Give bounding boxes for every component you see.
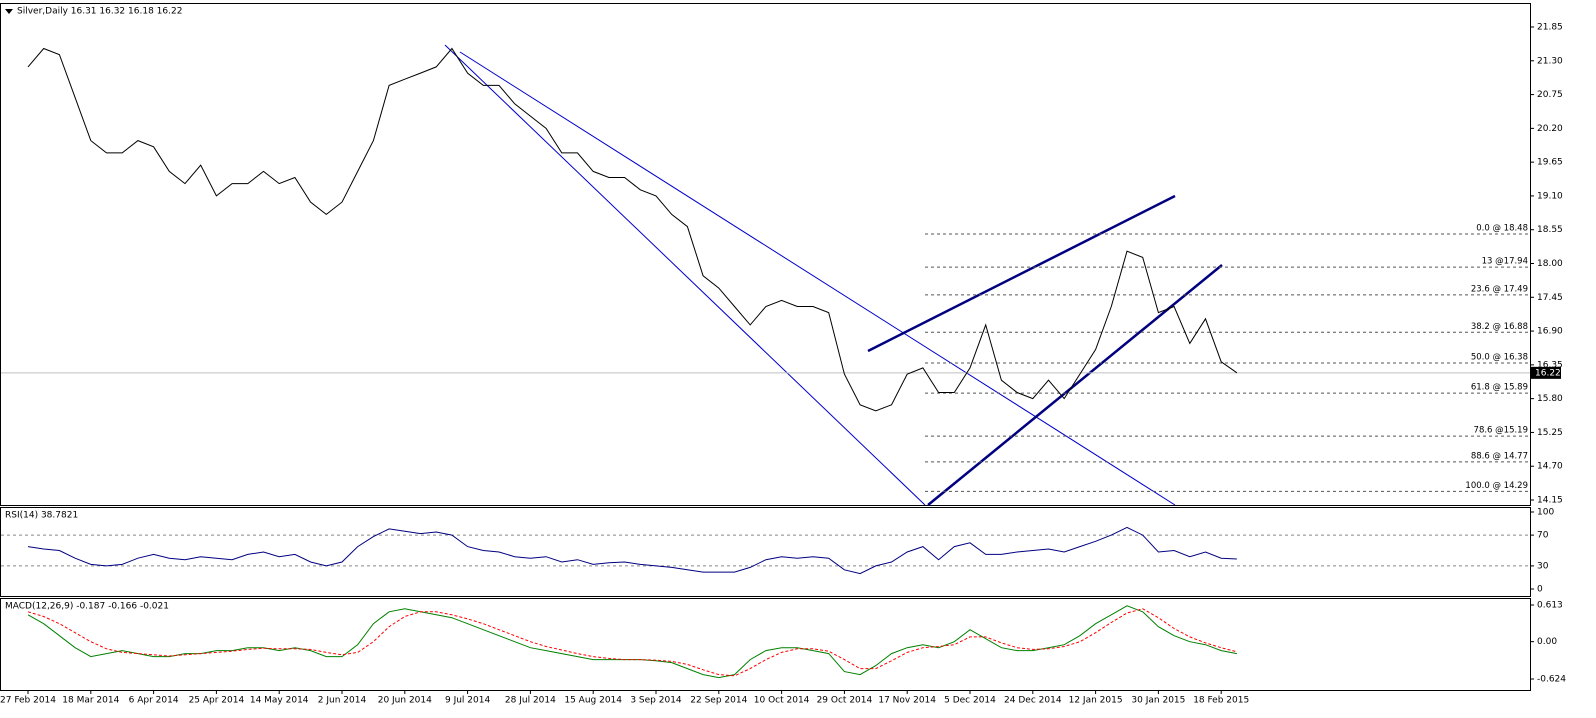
trend-line bbox=[927, 264, 1223, 506]
series-line bbox=[27, 526, 1237, 575]
y-tick-label: 20.75 bbox=[1537, 90, 1563, 100]
series-line bbox=[27, 47, 1238, 412]
x-tick-label: 3 Sep 2014 bbox=[630, 696, 682, 706]
x-tick-label: 5 Dec 2014 bbox=[944, 696, 996, 706]
y-tick-label: 17.45 bbox=[1537, 293, 1563, 303]
y-tick-label: 15.25 bbox=[1537, 428, 1563, 438]
x-tick-label: 17 Nov 2014 bbox=[878, 696, 936, 706]
x-tick-label: 10 Oct 2014 bbox=[754, 696, 810, 706]
y-tick-label: 0.00 bbox=[1537, 637, 1557, 647]
y-tick-label: 0 bbox=[1537, 585, 1543, 595]
fib-label: 0.0 @ 18.48 bbox=[1476, 224, 1528, 234]
wedge-lines bbox=[867, 194, 1223, 506]
fib-label: 88.6 @ 14.77 bbox=[1471, 451, 1528, 461]
last-price-label: 16.22 bbox=[1535, 368, 1561, 378]
x-tick-label: 25 Apr 2014 bbox=[189, 696, 245, 706]
y-tick-label: -0.624 bbox=[1537, 675, 1566, 685]
x-tick-label: 14 May 2014 bbox=[250, 696, 309, 706]
y-tick-label: 30 bbox=[1537, 561, 1549, 571]
y-tick-label: 19.10 bbox=[1537, 191, 1563, 201]
y-tick-label: 100 bbox=[1537, 508, 1554, 518]
menu-arrow[interactable] bbox=[5, 9, 13, 14]
y-tick-label: 15.80 bbox=[1537, 394, 1563, 404]
y-tick-label: 20.20 bbox=[1537, 124, 1563, 134]
y-tick-label: 16.35 bbox=[1537, 360, 1563, 370]
x-tick-label: 12 Jan 2015 bbox=[1069, 696, 1123, 706]
fib-label: 50.0 @ 16.38 bbox=[1471, 353, 1528, 363]
x-tick-label: 28 Jul 2014 bbox=[505, 696, 556, 706]
y-tick-label: 14.70 bbox=[1537, 462, 1563, 472]
fib-label: 38.2 @ 16.88 bbox=[1471, 322, 1528, 332]
fib-label: 13 @17.94 bbox=[1482, 257, 1528, 267]
y-tick-label: 19.65 bbox=[1537, 158, 1563, 168]
fib-label: 100.0 @ 14.29 bbox=[1465, 481, 1528, 491]
x-tick-label: 29 Oct 2014 bbox=[817, 696, 873, 706]
rsi-title: RSI(14) 38.7821 bbox=[5, 511, 78, 521]
fib-label: 61.8 @ 15.89 bbox=[1471, 383, 1528, 393]
y-tick-label: 18.00 bbox=[1537, 259, 1563, 269]
x-tick-label: 20 Jun 2014 bbox=[378, 696, 432, 706]
y-tick-label: 70 bbox=[1537, 531, 1549, 541]
y-tick-label: 18.55 bbox=[1537, 225, 1563, 235]
y-tick-label: 16.90 bbox=[1537, 327, 1563, 337]
trend-line bbox=[444, 44, 926, 506]
x-tick-label: 18 Mar 2014 bbox=[62, 696, 119, 706]
chart-title: Silver,Daily 16.31 16.32 16.18 16.22 bbox=[17, 7, 182, 17]
fib-label: 78.6 @15.19 bbox=[1474, 426, 1528, 436]
series-line bbox=[27, 608, 1238, 677]
x-tick-label: 27 Feb 2014 bbox=[0, 696, 56, 706]
price-panel bbox=[0, 3, 1531, 506]
x-tick-label: 6 Apr 2014 bbox=[129, 696, 179, 706]
x-tick-label: 24 Dec 2014 bbox=[1004, 696, 1062, 706]
series-line bbox=[27, 605, 1237, 679]
x-tick-label: 9 Jul 2014 bbox=[445, 696, 490, 706]
x-tick-label: 30 Jan 2015 bbox=[1131, 696, 1185, 706]
rsi-panel bbox=[0, 507, 1531, 597]
macd-panel bbox=[0, 598, 1531, 691]
y-tick-label: 21.85 bbox=[1537, 23, 1563, 33]
x-tick-label: 18 Feb 2015 bbox=[1193, 696, 1249, 706]
macd-title: MACD(12,26,9) -0.187 -0.166 -0.021 bbox=[5, 602, 169, 612]
y-tick-label: 21.30 bbox=[1537, 56, 1563, 66]
x-tick-label: 15 Aug 2014 bbox=[564, 696, 622, 706]
trend-line bbox=[459, 51, 1176, 506]
last-price-box bbox=[1531, 366, 1561, 379]
trend-line bbox=[867, 194, 1176, 353]
fib-label: 23.6 @ 17.49 bbox=[1471, 284, 1528, 294]
x-tick-label: 2 Jun 2014 bbox=[318, 696, 367, 706]
y-tick-label: 0.613 bbox=[1537, 601, 1563, 611]
channel-lines bbox=[444, 44, 1176, 506]
y-tick-label: 14.15 bbox=[1537, 496, 1563, 506]
x-tick-label: 22 Sep 2014 bbox=[690, 696, 747, 706]
